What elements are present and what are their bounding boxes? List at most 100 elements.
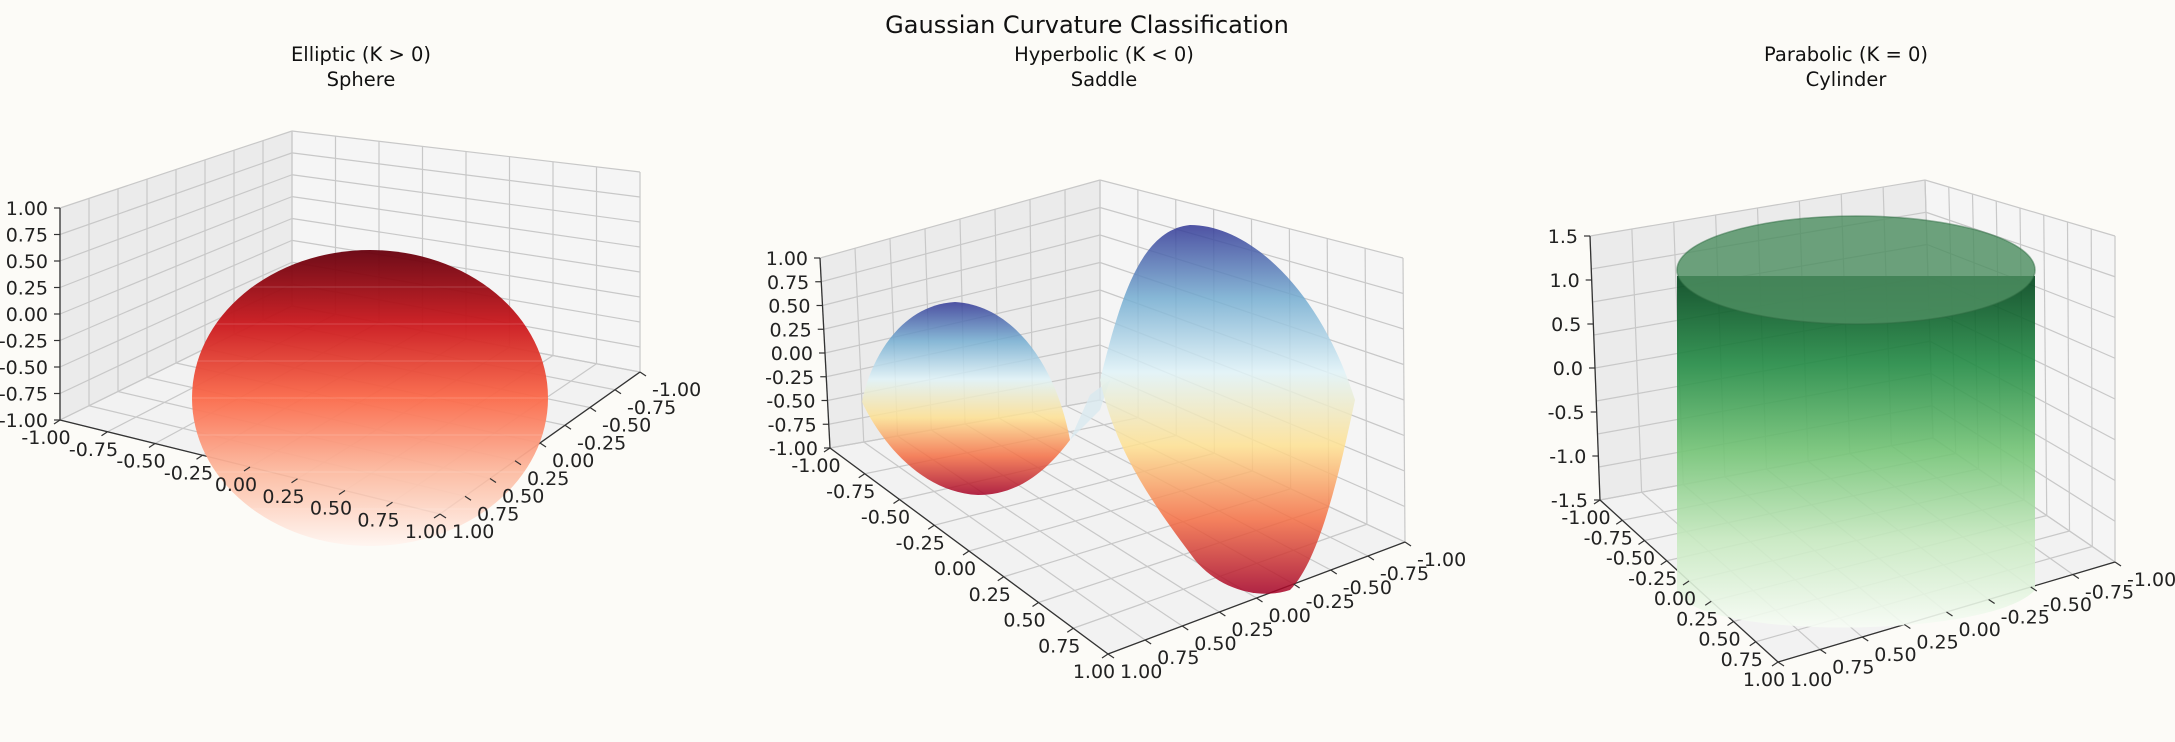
y-tick-mark (1256, 597, 1263, 603)
panel-title-line1: Parabolic (K = 0) (1764, 43, 1928, 66)
x-tick-mark (386, 501, 393, 507)
y-tick-label: -0.25 (2001, 607, 2050, 629)
x-tick-mark (148, 443, 156, 448)
subplot-cylinder: Parabolic (K = 0)Cylinder-1.00-0.75-0.50… (1548, 43, 2175, 691)
panel-title-line2: Cylinder (1806, 68, 1888, 91)
y-tick-label: -1.00 (652, 379, 701, 401)
y-tick-label: 0.50 (1874, 644, 1916, 666)
x-tick-label: -0.25 (1628, 568, 1677, 590)
y-tick-label: 0.25 (1916, 632, 1958, 654)
y-tick-mark (539, 442, 547, 448)
x-tick-label: 0.75 (1721, 649, 1763, 671)
y-tick-mark (1293, 583, 1300, 589)
z-tick-label: 1.00 (766, 248, 808, 270)
saddle-left-lobe (862, 302, 1070, 495)
z-tick-label: 1.00 (6, 198, 48, 220)
x-tick-mark (196, 454, 203, 460)
y-tick-mark (1144, 639, 1152, 645)
x-tick-label: -0.50 (116, 451, 165, 473)
x-tick-mark (433, 513, 441, 519)
y-tick-mark (1219, 611, 1226, 617)
x-tick-label: 1.00 (1743, 669, 1785, 691)
y-tick-label: 0.75 (477, 503, 519, 525)
y-tick-mark (1819, 649, 1827, 654)
y-tick-mark (2072, 574, 2080, 579)
x-tick-label: 0.75 (1038, 635, 1080, 657)
x-tick-mark (291, 478, 298, 484)
y-tick-label: 0.25 (527, 468, 569, 490)
x-tick-label: -0.75 (1584, 527, 1633, 549)
cylinder-body (1677, 276, 2035, 628)
y-tick-label: -0.50 (1343, 577, 1392, 599)
x-tick-mark (1066, 627, 1074, 633)
y-tick-label: -0.25 (1306, 591, 1355, 613)
y-tick-mark (1404, 541, 1412, 547)
y-tick-label: 0.50 (1194, 633, 1236, 655)
x-tick-mark (823, 447, 831, 453)
x-tick-mark (962, 550, 970, 556)
x-tick-label: 0.00 (934, 558, 976, 580)
subplot-saddle: Hyperbolic (K < 0)Saddle-1.00-0.75-0.50-… (765, 43, 1466, 683)
x-tick-label: -0.50 (1606, 548, 1655, 570)
sphere-mesh (192, 286, 548, 510)
x-tick-mark (53, 419, 61, 425)
z-tick-label: 0.75 (6, 225, 48, 247)
x-tick-mark (1615, 519, 1623, 525)
y-tick-mark (1367, 555, 1375, 561)
x-tick-label: 0.00 (215, 474, 257, 496)
panel-title-line2: Sphere (327, 68, 396, 91)
y-tick-mark (439, 513, 447, 519)
z-tick-label: -1.0 (1549, 446, 1586, 468)
x-tick-mark (1101, 653, 1109, 659)
y-tick-mark (1777, 661, 1785, 667)
y-tick-mark (1107, 653, 1115, 659)
x-tick-label: 0.75 (357, 509, 399, 531)
y-tick-mark (1946, 611, 1953, 617)
y-tick-label: 0.00 (1269, 605, 1311, 627)
x-tick-label: 0.25 (1676, 608, 1718, 630)
y-tick-mark (489, 478, 497, 483)
x-tick-mark (1682, 580, 1690, 586)
x-tick-label: 1.00 (1073, 661, 1115, 683)
panel-title-line1: Elliptic (K > 0) (291, 43, 431, 66)
x-tick-label: 1.00 (405, 521, 447, 543)
figure-suptitle: Gaussian Curvature Classification (885, 11, 1289, 39)
z-tick-label: 0.25 (6, 278, 48, 300)
y-tick-mark (614, 389, 622, 395)
panel-title-line2: Saddle (1071, 68, 1138, 91)
y-tick-label: 0.75 (1157, 647, 1199, 669)
z-tick-label: -1.00 (769, 438, 818, 460)
y-tick-label: 1.00 (1120, 661, 1162, 683)
y-tick-mark (514, 460, 522, 466)
y-tick-mark (1988, 599, 1995, 604)
x-tick-mark (1593, 499, 1601, 505)
z-tick-label: 0.75 (767, 272, 809, 294)
x-tick-label: 0.50 (310, 498, 352, 520)
x-tick-mark (338, 490, 346, 495)
x-tick-label: -0.75 (826, 481, 875, 503)
y-tick-label: -0.75 (2085, 582, 2134, 604)
y-tick-label: -0.75 (627, 397, 676, 419)
x-tick-mark (997, 576, 1005, 582)
sphere-surface (192, 250, 548, 546)
z-tick-label: -0.25 (765, 367, 814, 389)
y-tick-mark (639, 371, 647, 377)
y-tick-label: 0.00 (1959, 619, 2001, 641)
x-tick-label: 0.25 (262, 486, 304, 508)
z-tick-label: 0.25 (769, 319, 811, 341)
y-tick-mark (464, 495, 472, 501)
y-tick-mark (564, 424, 572, 430)
y-tick-label: -0.50 (602, 415, 651, 437)
y-tick-label: -1.00 (2127, 569, 2175, 591)
z-tick-label: 0.5 (1551, 314, 1581, 336)
x-tick-label: 0.25 (969, 584, 1011, 606)
z-tick-label: 0.0 (1553, 358, 1583, 380)
y-tick-label: -0.50 (2043, 594, 2092, 616)
z-tick-label: -0.5 (1548, 402, 1585, 424)
saddle-right-lobe (1100, 225, 1355, 594)
z-tick-label: -1.5 (1551, 490, 1588, 512)
x-tick-mark (893, 499, 900, 504)
x-tick-label: -1.00 (791, 455, 840, 477)
